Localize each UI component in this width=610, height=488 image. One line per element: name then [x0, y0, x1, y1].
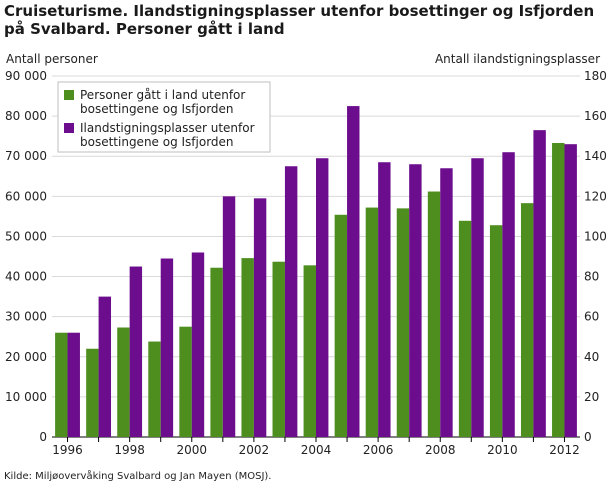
x-tick-label: 1996 [52, 443, 83, 457]
y-left-tick-label: 0 [39, 430, 47, 444]
x-tick-label: 2004 [301, 443, 332, 457]
bar-personer [148, 341, 161, 437]
x-tick-label: 1998 [114, 443, 145, 457]
legend-swatch [64, 123, 74, 133]
legend-label: Personer gått i land utenfor [80, 88, 245, 102]
bar-ilandstigningsplasser [316, 158, 329, 437]
y-left-tick-label: 50 000 [5, 229, 47, 243]
source-note: Kilde: Miljøovervåking Svalbard og Jan M… [4, 471, 272, 482]
bar-personer [303, 265, 316, 437]
bar-personer [458, 220, 472, 437]
bar-ilandstigningsplasser [533, 130, 546, 437]
x-tick-label: 2010 [487, 443, 518, 457]
legend: Personer gått i land utenforbosettingene… [57, 81, 271, 153]
axes: 0 10 000 20 000 30 000 40 000 50 000 60 000 70 … [5, 69, 607, 457]
bar-personer [272, 261, 285, 437]
bar-ilandstigningsplasser [160, 258, 174, 437]
y-left-tick-label: 80 000 [5, 109, 47, 123]
x-tick-label: 2012 [549, 443, 580, 457]
y-left-tick-label: 90 000 [5, 69, 47, 83]
x-tick-label: 2002 [239, 443, 270, 457]
bar-ilandstigningsplasser [347, 106, 360, 437]
y-left-tick-label: 10 000 [5, 390, 47, 404]
bar-ilandstigningsplasser [564, 144, 577, 437]
bar-ilandstigningsplasser [67, 332, 80, 437]
bar-personer [117, 327, 130, 437]
chart-title-line-1: Cruiseturisme. Ilandstigningsplasser ute… [4, 2, 595, 20]
y-right-tick-label: 40 [584, 350, 599, 364]
bar-ilandstigningsplasser [129, 266, 143, 437]
y-right-tick-label: 140 [584, 149, 607, 163]
bar-personer [365, 207, 379, 437]
bar-personer [86, 348, 99, 437]
bar-ilandstigningsplasser [409, 164, 422, 437]
bar-personer [55, 332, 68, 437]
bars [55, 106, 577, 438]
bar-personer [520, 203, 534, 437]
bar-personer [334, 214, 348, 437]
bar-personer [396, 208, 410, 437]
y-left-tick-label: 70 000 [5, 149, 47, 163]
bar-personer [241, 258, 254, 437]
legend-label: bosettingene og Isfjorden [80, 135, 234, 149]
legend-swatch [64, 90, 74, 100]
x-tick-label: 2000 [176, 443, 207, 457]
y-left-tick-label: 30 000 [5, 310, 47, 324]
legend-label: bosettingene og Isfjorden [80, 102, 234, 116]
y-right-tick-label: 80 [584, 270, 599, 284]
bar-personer [552, 142, 565, 438]
y-left-tick-label: 20 000 [5, 350, 47, 364]
y-left-tick-label: 60 000 [5, 189, 47, 203]
bar-personer [489, 225, 503, 437]
y-right-tick-label: 180 [584, 69, 607, 83]
bar-ilandstigningsplasser [253, 198, 267, 437]
y-right-tick-label: 120 [584, 189, 607, 203]
bar-ilandstigningsplasser [284, 166, 298, 437]
bar-ilandstigningsplasser [378, 162, 391, 437]
bar-ilandstigningsplasser [98, 296, 112, 437]
bar-personer [179, 326, 192, 437]
bar-ilandstigningsplasser [440, 168, 453, 437]
x-tick-label: 2008 [425, 443, 456, 457]
bar-ilandstigningsplasser [222, 196, 236, 437]
y-right-tick-label: 0 [584, 430, 592, 444]
y-left-tick-label: 40 000 [5, 270, 47, 284]
y-right-tick-label: 160 [584, 109, 607, 123]
chart-title: Cruiseturisme. Ilandstigningsplasser ute… [4, 2, 604, 38]
legend-box [57, 81, 271, 153]
bar-personer [210, 267, 223, 437]
chart-title-line-2: på Svalbard. Personer gått i land [4, 20, 285, 38]
y-right-tick-label: 60 [584, 310, 599, 324]
x-tick-label: 2006 [363, 443, 394, 457]
bar-ilandstigningsplasser [502, 152, 515, 437]
y-right-tick-label: 100 [584, 229, 607, 243]
bar-ilandstigningsplasser [191, 252, 205, 437]
y-right-tick-label: 20 [584, 390, 599, 404]
bar-personer [427, 191, 441, 437]
right-axis-title: Antall ilandstigningsplasser [434, 52, 600, 66]
bar-ilandstigningsplasser [471, 158, 484, 437]
legend-label: Ilandstigningsplasser utenfor [80, 121, 255, 135]
left-axis-title: Antall personer [6, 52, 98, 66]
